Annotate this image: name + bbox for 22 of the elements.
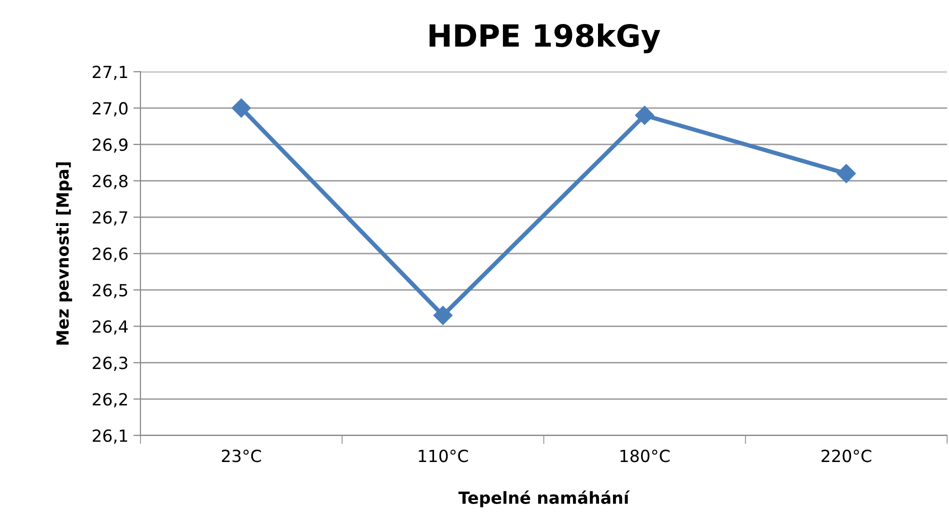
y-tick-label: 26,5 (92, 284, 128, 298)
x-axis-title: Tepelné namáhání (458, 490, 630, 508)
point (836, 164, 856, 184)
point (635, 106, 654, 125)
y-tick-label: 26,8 (92, 174, 128, 190)
y-tick-label: 26,6 (92, 248, 128, 262)
y-tick-label: 26,1 (92, 429, 128, 444)
x-tick-label: 180°C (620, 450, 670, 462)
y-axis-title: Mez pevnosti [Mpa] (56, 162, 72, 345)
point (433, 306, 452, 325)
chart-title: HDPE 198kGy (430, 23, 660, 54)
y-tick-label: 26,2 (92, 393, 127, 408)
x-tick-label: 220°C (822, 450, 872, 462)
y-tick-label: 26,4 (92, 320, 128, 335)
point (232, 98, 251, 118)
y-tick-label: 27,1 (92, 66, 128, 80)
y-tick-label: 26,9 (92, 138, 128, 153)
y-tick-label: 26,7 (92, 211, 128, 226)
x-tick-label: 23°C (222, 450, 261, 462)
y-tick-label: 26,3 (92, 356, 128, 371)
x-tick-label: 110°C (418, 450, 468, 462)
y-tick-label: 27,0 (92, 102, 128, 116)
